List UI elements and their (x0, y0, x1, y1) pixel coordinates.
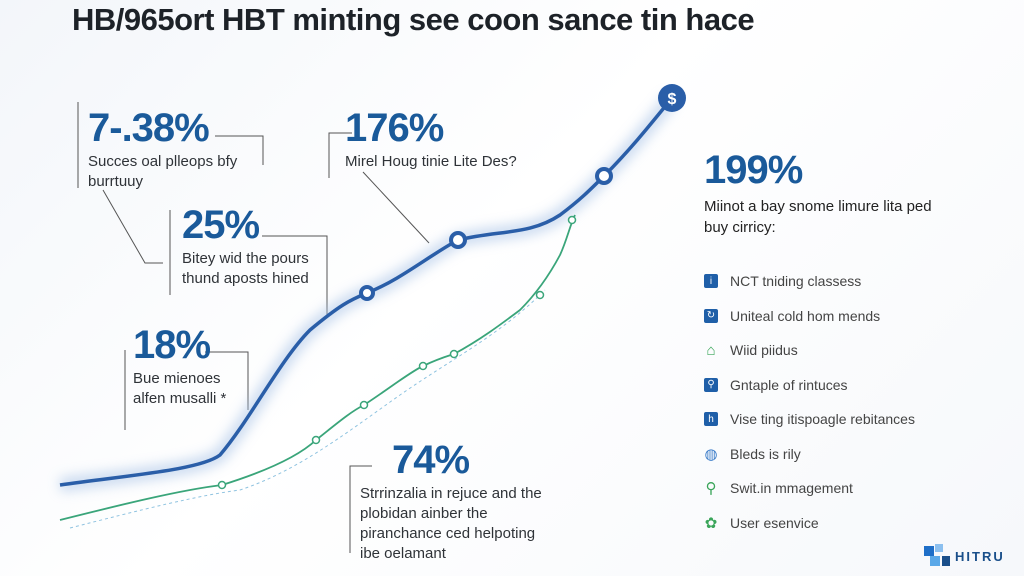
callout-stat: 25% Bitey wid the pours thund aposts hin… (182, 205, 332, 289)
stat-value: 176% (345, 106, 444, 150)
stat-value: 7-.38% (88, 106, 210, 150)
stat-desc: Mirel Houg tinie Lite Des? (345, 153, 517, 170)
data-point (449, 231, 467, 249)
stat-desc: Bue mienoes alfen musalli * (133, 370, 227, 407)
connector (362, 171, 430, 244)
callout-stat: 7-.38% Succes oal plleops bfy burrtuuy (88, 108, 268, 192)
legend-item-label: Uniteal cold hom mends (730, 307, 881, 324)
connector (102, 189, 163, 264)
refresh-icon: ↻ (704, 308, 718, 323)
legend-item-label: Swit.in mmagement (730, 480, 853, 497)
legend-item-label: Gntaple of rintuces (730, 376, 848, 393)
legend-item-label: Wiid piidus (730, 342, 798, 359)
dollar-icon: $ (668, 91, 677, 108)
callout-stat: 176% Mirel Houg tinie Lite Des? (345, 108, 565, 172)
legend-item-label: Vise ting itispoagle rebitances (730, 411, 915, 428)
legend-item: i NCT tniding classess (704, 264, 934, 299)
end-marker (658, 84, 686, 112)
stat-desc: Bitey wid the pours thund aposts hined (182, 250, 309, 287)
legend-item: ⚲ Gntaple of rintuces (704, 368, 934, 403)
data-point (311, 435, 321, 445)
connector (205, 351, 249, 410)
legend-panel: 199% Miinot a bay snome limure lita ped … (704, 150, 934, 540)
stat-value: 25% (182, 203, 260, 247)
data-point (595, 167, 613, 185)
connector (215, 135, 264, 165)
legend-intro: Miinot a bay snome limure lita ped buy c… (704, 198, 932, 236)
data-point (359, 400, 369, 410)
house-icon: ⌂ (706, 341, 716, 359)
logo-icon (924, 544, 950, 566)
stat-value: 18% (133, 323, 211, 367)
stat-value: 74% (392, 438, 470, 482)
legend-item: ↻ Uniteal cold hom mends (704, 299, 934, 334)
logo: HITRU (922, 542, 1005, 570)
gear-icon: ✿ (704, 514, 718, 532)
stat-desc: Succes oal plleops bfy burrtuuy (88, 153, 238, 190)
legend-item-label: NCT tniding classess (730, 273, 862, 290)
legend-item: ⚲ Swit.in mmagement (704, 471, 934, 506)
data-point (418, 361, 428, 371)
info-icon: i (704, 274, 718, 289)
connector (262, 235, 328, 315)
legend-item-label: User esenvice (730, 514, 819, 531)
data-point (449, 349, 459, 359)
data-point (535, 290, 545, 300)
globe-icon: ◍ (704, 445, 718, 463)
callout-stat: 74% Strrinzalia in rejuce and the plobid… (360, 440, 550, 564)
legend-item: h Vise ting itispoagle rebitances (704, 402, 934, 437)
legend-item-label: Bleds is rily (730, 445, 801, 462)
h-icon: h (704, 412, 718, 427)
legend-item: ✿ User esenvice (704, 506, 934, 541)
legend-item: ⌂ Wiid piidus (704, 333, 934, 368)
location-pin-icon: ⚲ (705, 480, 717, 498)
connector (328, 132, 352, 178)
stat-desc: Strrinzalia in rejuce and the plobidan a… (360, 485, 542, 562)
connector (349, 465, 372, 553)
connector-lines (77, 102, 430, 553)
data-point (217, 480, 227, 490)
person-icon: ⚲ (704, 377, 718, 392)
data-point (359, 285, 375, 301)
legend-value: 199% (704, 148, 803, 192)
callout-stat: 18% Bue mienoes alfen musalli * (133, 325, 233, 409)
data-point (567, 215, 577, 225)
page-title: HB/965ort HBT minting see coon sance tin… (72, 2, 755, 37)
legend-item: ◍ Bleds is rily (704, 437, 934, 472)
logo-text: HITRU (955, 548, 1005, 564)
